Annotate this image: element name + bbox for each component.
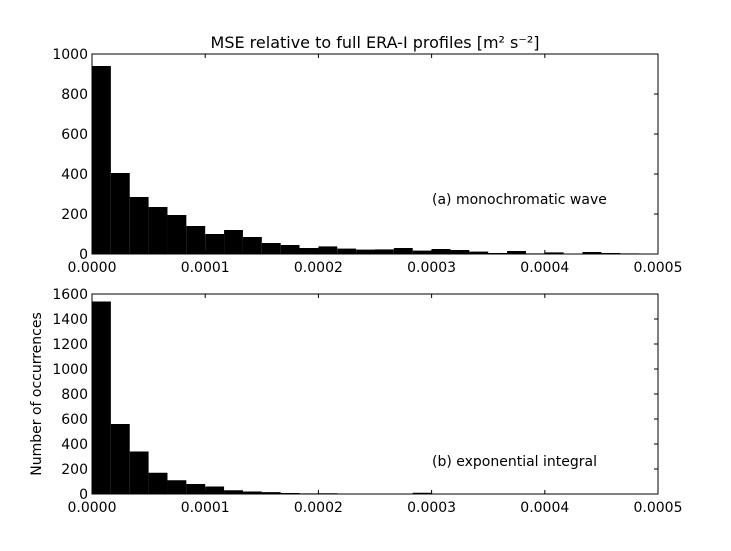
panel-a-x-tick-label-3: 0.0003	[407, 260, 456, 276]
panel-b-x-tick-label-3: 0.0003	[407, 500, 456, 516]
panel-b-bar-4	[167, 480, 187, 494]
panel-b-bar-2	[129, 451, 149, 494]
chart-title: MSE relative to full ERA-I profiles [m² …	[211, 33, 540, 52]
panel-a-bars	[92, 66, 658, 254]
panel-b-y-tick-label-2: 400	[61, 437, 88, 453]
panel-a-bar-4	[167, 215, 187, 254]
panel-b-x-tick-label-0: 0.0000	[68, 500, 117, 516]
panel-b-y-tick-label-1: 200	[61, 462, 88, 478]
panel-a-bar-18	[431, 249, 451, 254]
panel-a-bar-15	[375, 249, 394, 254]
panel-b-x-tick-label-1: 0.0001	[181, 500, 230, 516]
panel-a-axes-frame	[91, 53, 659, 255]
panel-a-y-tick-label-5: 1000	[52, 47, 88, 63]
panel-b-y-tick-label-4: 800	[61, 387, 88, 403]
panel-a-ticks: 0.0000 0.0001 0.0002 0.0003 0.0004 0.0005 0 200…	[52, 47, 682, 276]
panel-a-bar-22	[507, 251, 526, 254]
panel-b-bar-6	[205, 486, 225, 494]
panel-b-bars	[92, 301, 470, 495]
panel-a-y-tick-label-3: 600	[61, 127, 88, 143]
panel-a-bar-19	[450, 250, 470, 254]
panel-b-bar-5	[186, 484, 206, 494]
panel-a-bar-14	[356, 249, 375, 254]
panel-a-bar-8	[242, 237, 262, 254]
panel-a-bar-6	[205, 234, 225, 254]
panel-a-y-tick-label-4: 800	[61, 87, 88, 103]
panel-a-bar-24	[544, 252, 564, 254]
panel-b-y-tick-label-5: 1000	[52, 362, 88, 378]
panel-a-x-tick-label-1: 0.0001	[181, 260, 230, 276]
panel-a-bar-1	[110, 173, 130, 254]
panel-a-bar-3	[148, 207, 168, 254]
panel-b-bar-7	[224, 490, 243, 494]
panel-b-x-tick-label-5: 0.0005	[634, 500, 683, 516]
panel-a-bar-5	[186, 226, 206, 254]
panel-a-histogram: MSE relative to full ERA-I profiles [m² …	[52, 33, 682, 276]
panel-a-y-tick-label-1: 200	[61, 207, 88, 223]
panel-b-histogram: 0.0000 0.0001 0.0002 0.0003 0.0004 0.0005 0 200…	[29, 287, 683, 516]
panel-b-annotation: (b) exponential integral	[432, 454, 597, 470]
panel-b-y-tick-label-3: 600	[61, 412, 88, 428]
panel-b-x-tick-label-2: 0.0002	[294, 500, 343, 516]
panel-b-y-tick-label-6: 1200	[52, 337, 88, 353]
panel-a-bar-0	[92, 66, 111, 254]
panel-a-x-tick-label-0: 0.0000	[68, 260, 117, 276]
panel-b-bar-3	[148, 472, 168, 494]
panel-b-bar-17	[412, 492, 432, 494]
panel-b-x-tick-label-4: 0.0004	[520, 500, 569, 516]
panel-a-bar-13	[337, 248, 357, 254]
panel-a-bar-26	[582, 252, 602, 254]
panel-a-bar-7	[224, 230, 243, 254]
panel-a-y-tick-label-2: 400	[61, 167, 88, 183]
panel-a-bar-11	[299, 248, 319, 254]
panel-b-ticks: 0.0000 0.0001 0.0002 0.0003 0.0004 0.0005 0 200…	[52, 287, 682, 516]
panel-a-x-tick-label-4: 0.0004	[520, 260, 569, 276]
panel-a-bar-17	[412, 250, 432, 254]
panel-b-bar-9	[261, 492, 281, 495]
panel-a-x-tick-label-2: 0.0002	[294, 260, 343, 276]
panel-a-bar-12	[318, 246, 338, 254]
panel-b-bar-0	[92, 301, 111, 494]
y-axis-label: Number of occurrences	[29, 312, 45, 476]
panel-b-bar-8	[242, 491, 262, 494]
panel-a-bar-16	[393, 248, 413, 254]
panel-a-bar-20	[469, 251, 489, 254]
panel-b-y-tick-label-7: 1400	[52, 312, 88, 328]
panel-a-bar-10	[280, 245, 300, 254]
panel-b-y-tick-label-0: 0	[79, 487, 88, 503]
panel-a-bar-9	[261, 243, 281, 254]
panel-a-annotation: (a) monochromatic wave	[432, 192, 607, 208]
panel-b-y-tick-label-8: 1600	[52, 287, 88, 303]
panel-a-y-tick-label-0: 0	[79, 247, 88, 263]
panel-b-bar-1	[110, 424, 130, 494]
panel-a-x-tick-label-5: 0.0005	[634, 260, 683, 276]
panel-a-bar-2	[129, 197, 149, 254]
